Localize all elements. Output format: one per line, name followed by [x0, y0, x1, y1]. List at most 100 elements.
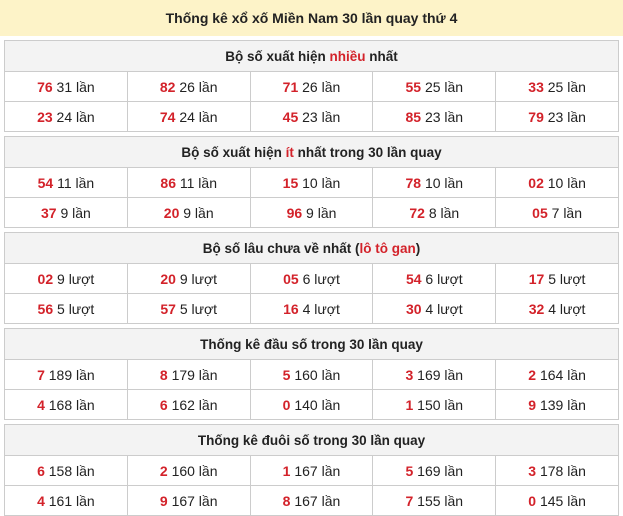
- number: 1: [405, 396, 414, 413]
- stat-cell: 4 168 lần: [4, 389, 128, 420]
- number: 20: [160, 270, 176, 287]
- count: 164 lần: [539, 366, 586, 383]
- number: 7: [405, 492, 414, 509]
- table-row: 4 168 lần 6 162 lần 0 140 lần 1 150 lần 9 13…: [4, 389, 619, 420]
- number: 54: [37, 174, 54, 191]
- count: 150 lần: [417, 396, 464, 413]
- count: 9 lần: [183, 204, 214, 221]
- stat-cell: 45 23 lần: [249, 101, 374, 132]
- count: 10 lần: [424, 174, 464, 191]
- number: 6: [37, 462, 45, 479]
- count: 9 lần: [60, 204, 91, 221]
- number: 71: [282, 78, 299, 95]
- stat-cell: 5 160 lần: [249, 359, 374, 390]
- count: 9 lượt: [179, 270, 218, 287]
- stat-cell: 37 9 lần: [4, 197, 128, 228]
- number: 82: [159, 78, 176, 95]
- stats-table: Bộ số xuất hiện ít nhất trong 30 lần qua…: [4, 136, 619, 228]
- section-title: Bộ số lâu chưa về nhất (lô tô gan): [4, 232, 619, 264]
- number: 4: [37, 492, 45, 509]
- count: 161 lần: [48, 492, 95, 509]
- count: 158 lần: [48, 462, 95, 479]
- count: 6 lượt: [302, 270, 340, 287]
- count: 5 lượt: [57, 300, 95, 317]
- count: 24 lần: [56, 108, 95, 125]
- table-row: 23 24 lần 74 24 lần 45 23 lần 85 23 lần 79 2…: [4, 101, 619, 132]
- stat-cell: 15 10 lần: [249, 167, 374, 198]
- count: 139 lần: [539, 396, 586, 413]
- section-title: Thống kê đuôi số trong 30 lần quay: [4, 424, 619, 456]
- number: 55: [405, 78, 422, 95]
- stat-cell: 33 25 lần: [495, 71, 619, 102]
- number: 17: [528, 270, 545, 287]
- stat-cell: 30 4 lượt: [372, 293, 497, 324]
- stat-cell: 17 5 lượt: [495, 263, 619, 294]
- table-row: 54 11 lần 86 11 lần 15 10 lần 78 10 lần 02 1…: [4, 167, 619, 198]
- number: 6: [159, 396, 168, 413]
- stat-cell: 02 10 lần: [495, 167, 619, 198]
- number: 86: [160, 174, 176, 191]
- stat-cell: 7 155 lần: [372, 485, 497, 516]
- count: 155 lần: [417, 492, 464, 509]
- count: 26 lần: [302, 78, 341, 95]
- table-row: 56 5 lượt 57 5 lượt 16 4 lượt 30 4 lượt 32 4…: [4, 293, 619, 324]
- number: 9: [528, 396, 537, 413]
- stat-cell: 6 162 lần: [126, 389, 251, 420]
- count: 167 lần: [294, 492, 341, 509]
- number: 0: [528, 492, 537, 509]
- count: 10 lần: [547, 174, 586, 191]
- count: 10 lần: [302, 174, 341, 191]
- stat-cell: 3 178 lần: [495, 455, 619, 486]
- stat-cell: 85 23 lần: [372, 101, 497, 132]
- stats-table: Thống kê đuôi số trong 30 lần quay 6 158 …: [4, 424, 619, 516]
- section-title: Thống kê đầu số trong 30 lần quay: [4, 328, 619, 360]
- number: 02: [528, 174, 544, 191]
- stat-cell: 05 6 lượt: [249, 263, 374, 294]
- stat-cell: 7 189 lần: [4, 359, 128, 390]
- count: 8 lần: [428, 204, 460, 221]
- count: 167 lần: [294, 462, 341, 479]
- section-title: Bộ số xuất hiện nhiều nhất: [4, 40, 619, 72]
- stat-cell: 96 9 lần: [249, 197, 374, 228]
- number: 8: [159, 366, 168, 383]
- number: 3: [528, 462, 537, 479]
- number: 45: [282, 108, 299, 125]
- stat-cell: 23 24 lần: [4, 101, 128, 132]
- count: 5 lượt: [179, 300, 218, 317]
- stat-cell: 02 9 lượt: [4, 263, 128, 294]
- count: 169 lần: [417, 366, 464, 383]
- stat-cell: 57 5 lượt: [126, 293, 251, 324]
- count: 23 lần: [424, 108, 464, 125]
- stat-cell: 3 169 lần: [372, 359, 497, 390]
- stat-cell: 4 161 lần: [4, 485, 128, 516]
- count: 23 lần: [302, 108, 341, 125]
- stats-table: Thống kê đầu số trong 30 lần quay 7 189 l…: [4, 328, 619, 420]
- count: 7 lần: [551, 204, 582, 221]
- number: 96: [286, 204, 303, 221]
- table-row: 7 189 lần 8 179 lần 5 160 lần 3 169 lần 2 16…: [4, 359, 619, 390]
- count: 179 lần: [171, 366, 218, 383]
- stat-cell: 2 160 lần: [126, 455, 251, 486]
- count: 26 lần: [179, 78, 218, 95]
- number: 5: [282, 366, 291, 383]
- number: 74: [159, 108, 176, 125]
- number: 9: [159, 492, 168, 509]
- stat-cell: 1 150 lần: [372, 389, 497, 420]
- number: 23: [37, 108, 53, 125]
- number: 7: [37, 366, 45, 383]
- stat-cell: 78 10 lần: [372, 167, 497, 198]
- count: 169 lần: [417, 462, 464, 479]
- stat-cell: 56 5 lượt: [4, 293, 128, 324]
- number: 20: [163, 204, 180, 221]
- count: 9 lần: [306, 204, 337, 221]
- number: 1: [282, 462, 291, 479]
- stat-cell: 74 24 lần: [126, 101, 251, 132]
- number: 8: [282, 492, 291, 509]
- number: 57: [160, 300, 176, 317]
- number: 16: [283, 300, 299, 317]
- stat-cell: 86 11 lần: [126, 167, 251, 198]
- number: 56: [37, 300, 54, 317]
- stat-cell: 9 139 lần: [495, 389, 619, 420]
- stat-cell: 55 25 lần: [372, 71, 497, 102]
- count: 189 lần: [48, 366, 95, 383]
